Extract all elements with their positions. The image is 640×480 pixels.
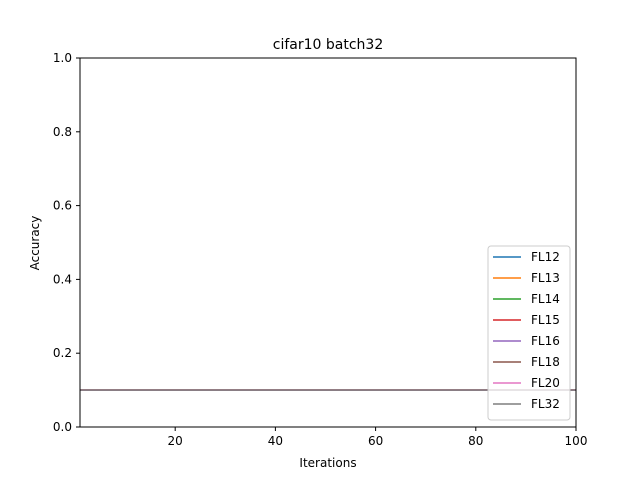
legend-label-fl32: FL32 <box>531 397 560 411</box>
legend-label-fl20: FL20 <box>531 376 560 390</box>
x-axis-label: Iterations <box>299 456 356 470</box>
legend-label-fl14: FL14 <box>531 292 560 306</box>
y-tick-label: 1.0 <box>53 51 72 65</box>
axes-frame <box>79 57 577 428</box>
legend: FL12 FL13 FL14 FL15 FL16 FL18 FL20 FL32 <box>487 245 571 421</box>
legend-label-fl18: FL18 <box>531 355 560 369</box>
legend-label-fl15: FL15 <box>531 313 560 327</box>
chart-title: cifar10 batch32 <box>273 37 383 53</box>
axes: 20 40 60 80 100 0.0 0.2 0.4 0.6 0.8 1.0 <box>53 51 588 448</box>
legend-label-fl16: FL16 <box>531 334 560 348</box>
y-tick-label: 0.0 <box>53 420 72 434</box>
y-tick-label: 0.4 <box>53 272 72 286</box>
x-tick-label: 80 <box>468 434 483 448</box>
x-tick-label: 60 <box>368 434 383 448</box>
legend-label-fl13: FL13 <box>531 271 560 285</box>
y-tick-label: 0.2 <box>53 346 72 360</box>
x-tick-label: 40 <box>268 434 283 448</box>
y-axis-label: Accuracy <box>28 216 42 271</box>
y-tick-label: 0.8 <box>53 125 72 139</box>
x-tick-label: 20 <box>168 434 183 448</box>
legend-box <box>487 245 571 421</box>
y-tick-label: 0.6 <box>53 199 72 213</box>
x-tick-label: 100 <box>565 434 588 448</box>
legend-label-fl12: FL12 <box>531 250 560 264</box>
